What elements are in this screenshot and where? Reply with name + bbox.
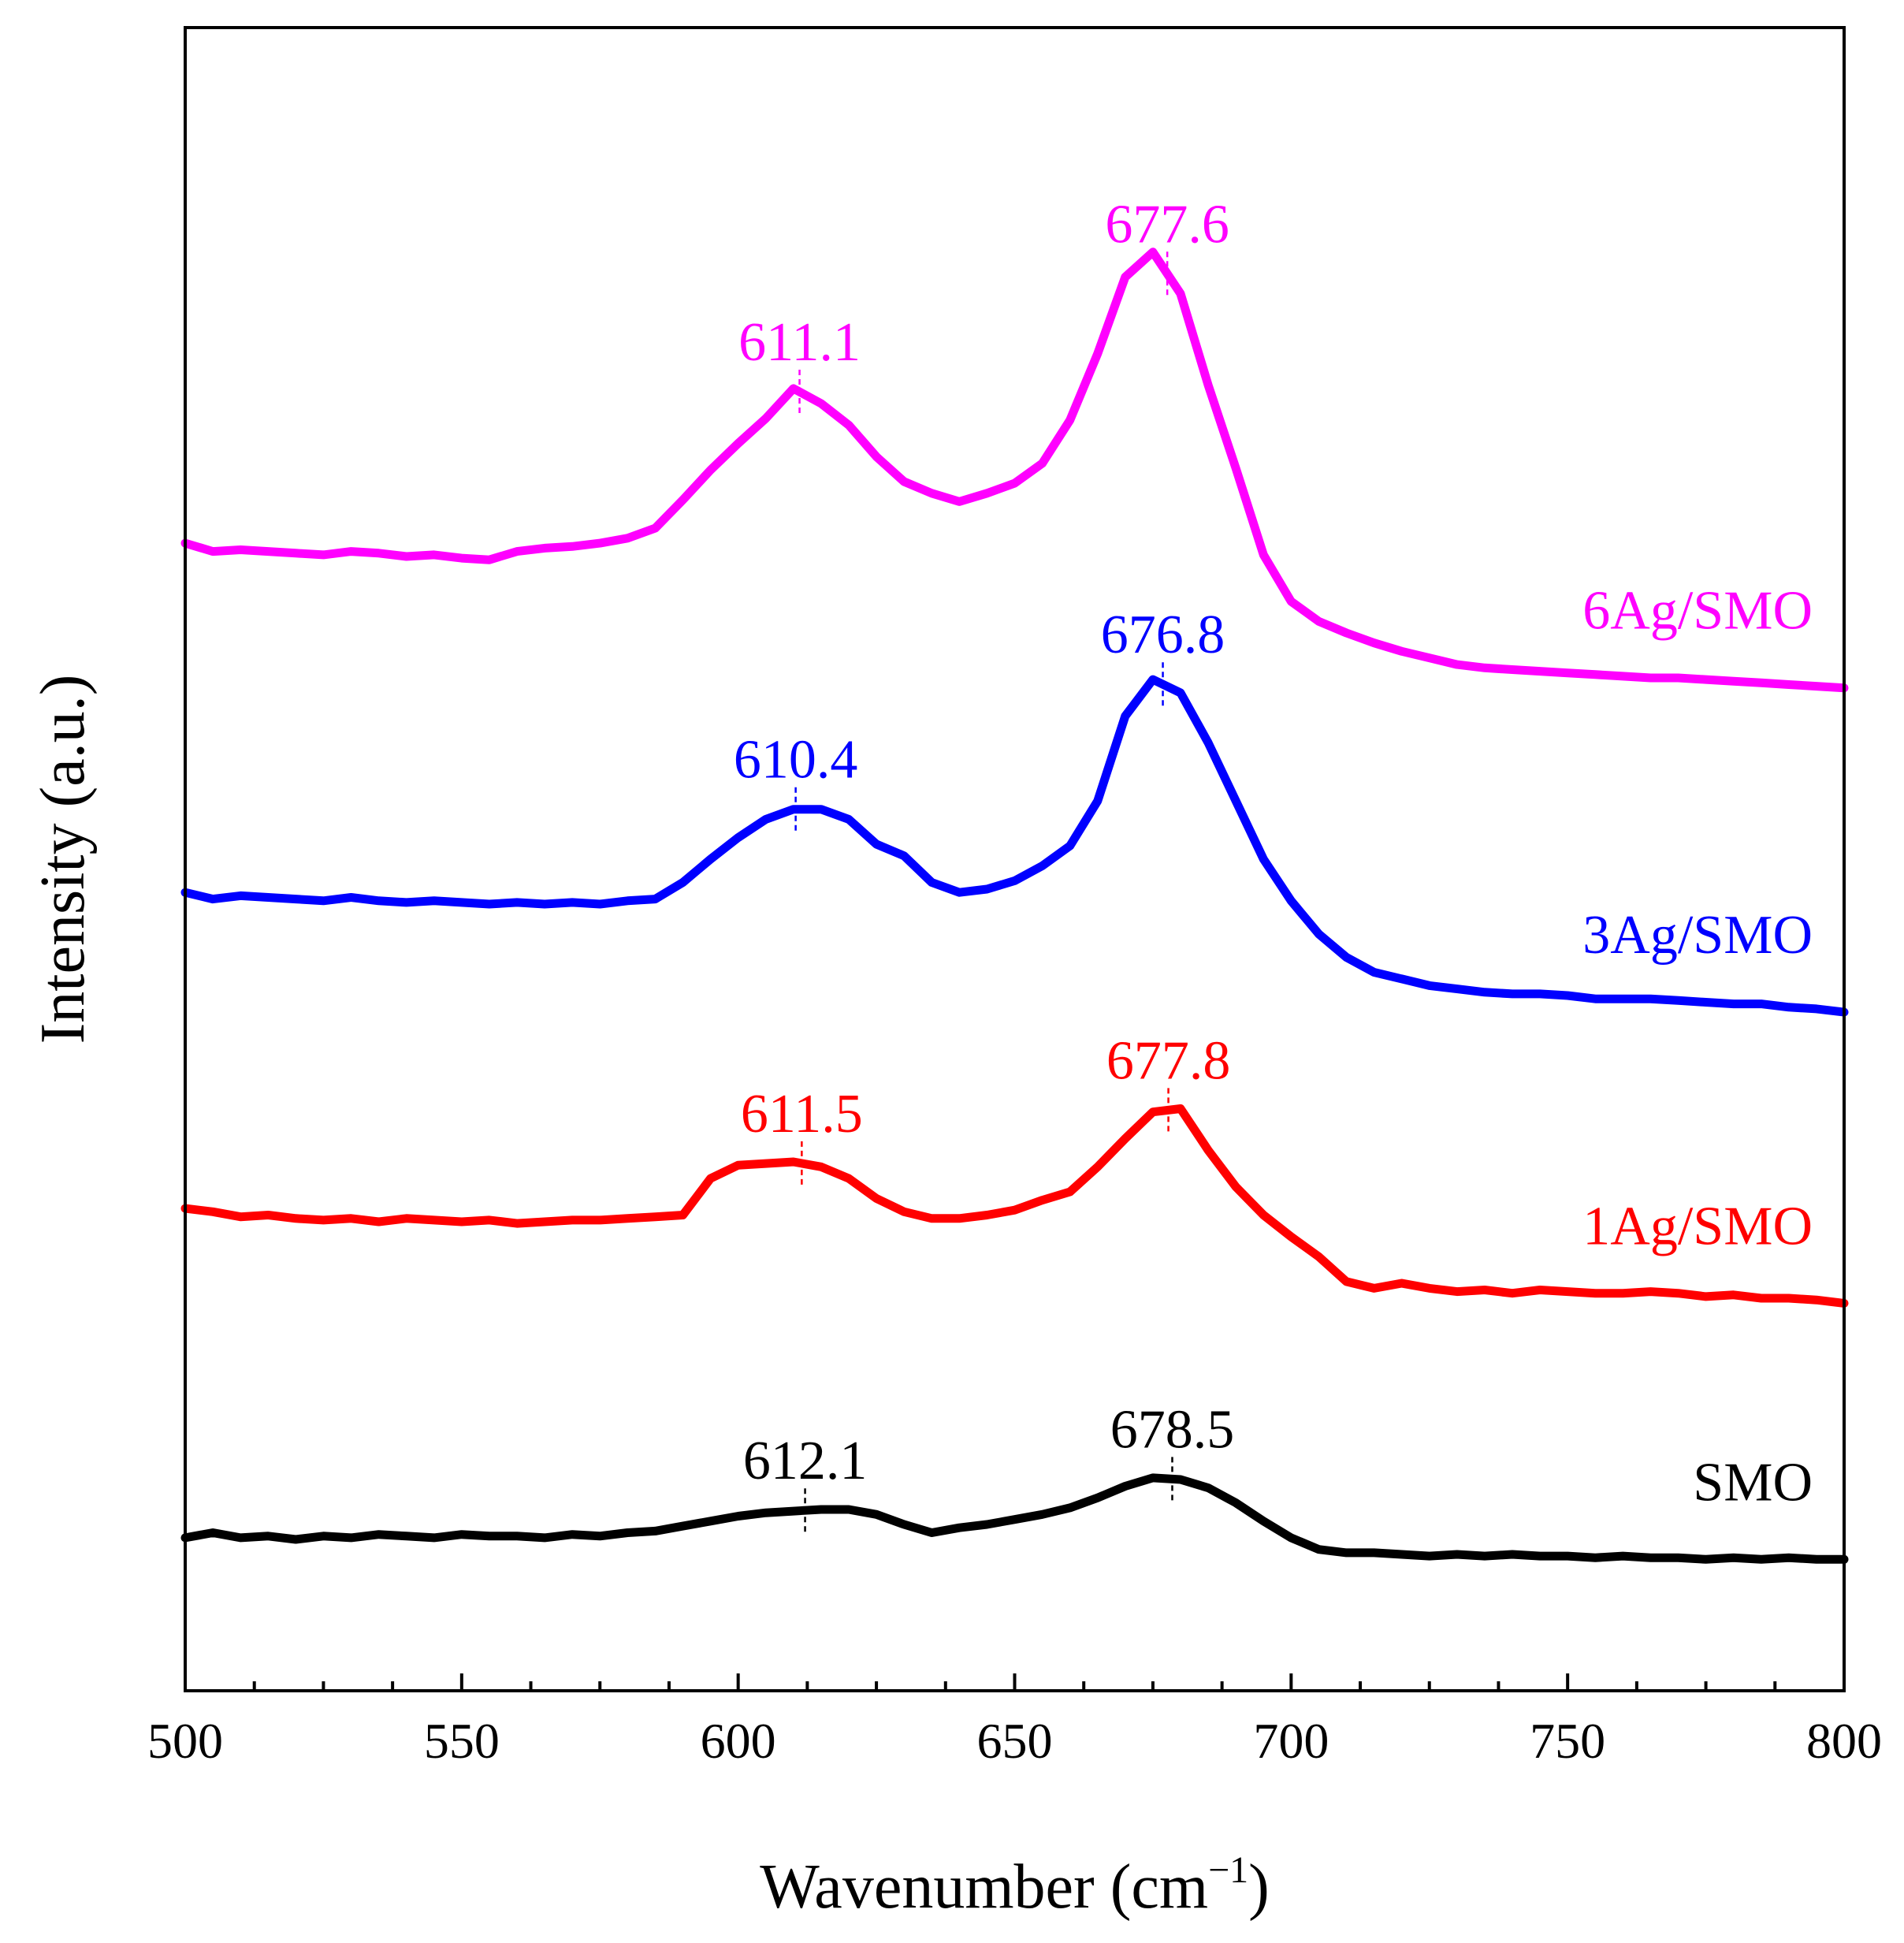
x-tick-label: 650 xyxy=(977,1713,1053,1769)
peak-markers: 612.1 678.5 611.5 677.8 610.4 676.8 611.1 677.6 xyxy=(734,194,1235,1533)
x-tick-label: 700 xyxy=(1253,1713,1329,1769)
x-tick-label: 600 xyxy=(701,1713,776,1769)
peak-label: 677.8 xyxy=(1106,1030,1231,1091)
x-tick-label: 500 xyxy=(147,1713,223,1769)
x-axis-title-close: ) xyxy=(1248,1852,1270,1922)
peak-label: 611.5 xyxy=(741,1084,863,1145)
x-axis-title: Wavenumber (cm−1) xyxy=(760,1849,1270,1922)
x-tick-label: 550 xyxy=(424,1713,500,1769)
peak-label: 676.8 xyxy=(1101,605,1225,665)
series-line-1ag-smo xyxy=(180,1104,1849,1308)
series-line-3ag-smo xyxy=(180,675,1849,1017)
x-tick-label: 750 xyxy=(1530,1713,1605,1769)
peak-label: 610.4 xyxy=(734,730,858,791)
x-axis-title-superscript: −1 xyxy=(1208,1849,1248,1891)
series-label-3ag-smo: 3Ag/SMO xyxy=(1582,905,1813,966)
peak-label: 677.6 xyxy=(1105,194,1229,255)
peak-label: 611.1 xyxy=(738,312,861,373)
x-axis-ticks xyxy=(184,1673,1846,1691)
y-axis-title: Intensity (a.u.) xyxy=(28,675,98,1044)
peak-label: 678.5 xyxy=(1110,1399,1235,1460)
x-tick-label: 800 xyxy=(1806,1713,1882,1769)
series-labels: SMO 1Ag/SMO 3Ag/SMO 6Ag/SMO xyxy=(1582,581,1813,1513)
series-label-6ag-smo: 6Ag/SMO xyxy=(1582,581,1813,642)
series-label-1ag-smo: 1Ag/SMO xyxy=(1582,1196,1813,1256)
x-axis-title-text: Wavenumber (cm xyxy=(760,1852,1208,1922)
series-line-smo xyxy=(180,1473,1849,1564)
x-axis-tick-labels: 500 550 600 650 700 750 800 xyxy=(147,1713,1882,1769)
series-label-smo: SMO xyxy=(1693,1452,1813,1513)
series-line-6ag-smo xyxy=(180,248,1849,693)
plot-content xyxy=(180,248,1849,1564)
peak-label: 612.1 xyxy=(743,1431,868,1491)
